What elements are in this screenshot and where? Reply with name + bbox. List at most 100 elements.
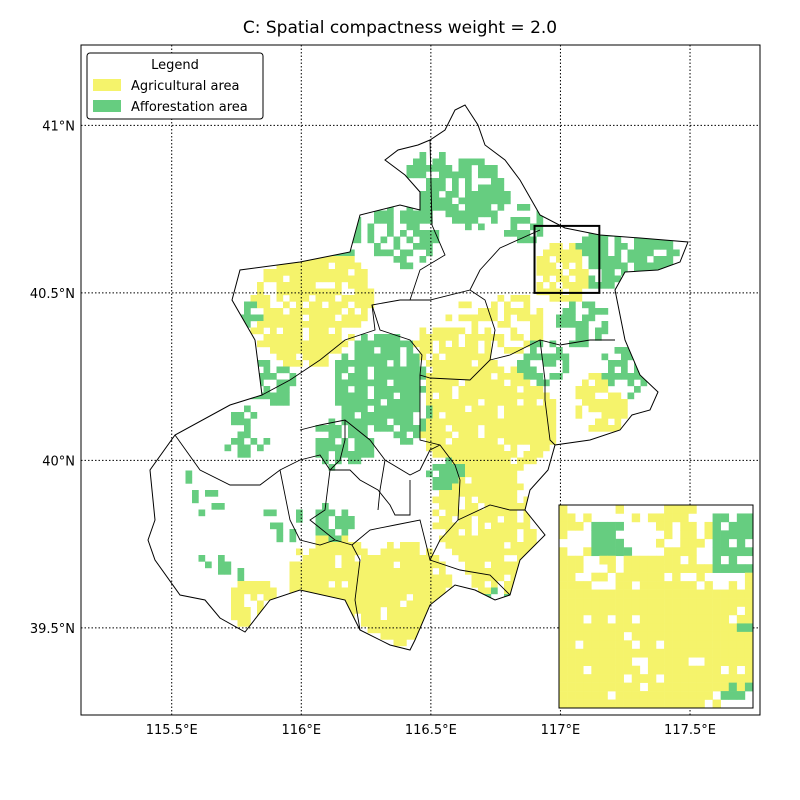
agricultural-cell xyxy=(276,321,284,328)
agricultural-cell xyxy=(556,269,563,276)
agricultural-cell xyxy=(445,392,453,400)
afforestation-cell xyxy=(387,373,394,380)
inset-agricultural-cell xyxy=(712,614,721,624)
y-tick-label: 40°N xyxy=(42,454,75,469)
afforestation-cell xyxy=(393,431,401,439)
inset-agricultural-cell xyxy=(688,699,697,709)
agricultural-cell xyxy=(283,353,290,361)
inset-agricultural-cell xyxy=(623,581,633,590)
inset-agricultural-cell xyxy=(599,589,608,599)
agricultural-cell xyxy=(361,275,368,283)
agricultural-cell xyxy=(419,347,427,354)
agricultural-cell xyxy=(530,431,537,439)
inset-agricultural-cell xyxy=(736,640,746,650)
afforestation-cell xyxy=(575,321,583,328)
afforestation-cell xyxy=(374,243,381,250)
afforestation-cell xyxy=(406,412,414,419)
afforestation-cell xyxy=(445,210,453,218)
afforestation-cell xyxy=(413,360,420,367)
agricultural-cell xyxy=(484,555,492,562)
inset-agricultural-cell xyxy=(639,572,649,582)
agricultural-cell xyxy=(452,444,459,452)
agricultural-cell xyxy=(504,483,511,491)
agricultural-cell xyxy=(556,295,563,302)
inset-agricultural-cell xyxy=(615,665,624,675)
agricultural-cell xyxy=(426,373,433,380)
afforestation-cell xyxy=(465,191,472,198)
inset-agricultural-cell xyxy=(647,581,657,590)
afforestation-cell xyxy=(406,379,414,387)
agricultural-cell xyxy=(510,444,518,452)
agricultural-cell xyxy=(387,542,394,549)
agricultural-cell xyxy=(445,581,453,588)
afforestation-cell xyxy=(276,529,284,536)
afforestation-cell xyxy=(432,178,440,185)
afforestation-cell xyxy=(328,464,336,471)
agricultural-cell xyxy=(335,587,342,595)
inset-agricultural-cell xyxy=(631,699,641,709)
inset-agricultural-cell xyxy=(567,555,576,565)
agricultural-cell xyxy=(270,269,277,276)
inset-agricultural-cell xyxy=(615,699,624,709)
agricultural-cell xyxy=(419,561,427,569)
agricultural-cell xyxy=(400,639,407,647)
agricultural-cell xyxy=(497,464,505,471)
agricultural-cell xyxy=(536,386,544,393)
agricultural-cell xyxy=(328,308,336,315)
afforestation-cell xyxy=(244,314,251,322)
inset-agricultural-cell xyxy=(639,691,649,700)
inset-agricultural-cell xyxy=(704,521,713,531)
agricultural-cell xyxy=(348,587,355,595)
afforestation-cell xyxy=(439,477,446,484)
inset-afforestation-cell xyxy=(736,513,746,523)
inset-agricultural-cell xyxy=(720,631,730,641)
agricultural-cell xyxy=(426,392,433,400)
agricultural-cell xyxy=(465,490,472,497)
inset-agricultural-cell xyxy=(591,623,600,633)
inset-agricultural-cell xyxy=(559,606,568,616)
agricultural-cell xyxy=(445,522,453,530)
inset-agricultural-cell xyxy=(656,555,665,565)
agricultural-cell xyxy=(374,613,381,621)
afforestation-cell xyxy=(244,301,251,309)
agricultural-cell xyxy=(575,275,583,283)
agricultural-cell xyxy=(465,353,472,361)
afforestation-cell xyxy=(335,535,342,543)
agricultural-cell xyxy=(413,555,420,562)
agricultural-cell xyxy=(484,516,492,523)
inset-agricultural-cell xyxy=(664,581,673,590)
afforestation-cell xyxy=(354,425,362,432)
agricultural-cell xyxy=(536,412,544,419)
agricultural-cell xyxy=(556,256,563,263)
inset-agricultural-cell xyxy=(664,657,673,667)
agricultural-cell xyxy=(367,555,375,562)
afforestation-cell xyxy=(491,178,498,185)
agricultural-cell xyxy=(328,256,336,263)
inset-agricultural-cell xyxy=(688,682,697,692)
agricultural-cell xyxy=(302,295,310,302)
afforestation-cell xyxy=(198,555,206,562)
afforestation-cell xyxy=(387,223,394,231)
inset-agricultural-cell xyxy=(696,674,705,683)
agricultural-cell xyxy=(432,418,440,426)
agricultural-cell xyxy=(497,295,505,302)
afforestation-cell xyxy=(322,522,329,530)
agricultural-cell xyxy=(536,314,544,322)
afforestation-cell xyxy=(348,373,355,380)
agricultural-cell xyxy=(276,334,284,341)
agricultural-cell xyxy=(289,314,297,322)
agricultural-cell xyxy=(361,613,368,621)
afforestation-cell xyxy=(315,516,323,523)
agricultural-cell xyxy=(523,308,531,315)
agricultural-cell xyxy=(302,347,310,354)
agricultural-cell xyxy=(439,347,446,354)
agricultural-cell xyxy=(406,620,414,627)
afforestation-cell xyxy=(614,243,622,250)
agricultural-cell xyxy=(478,561,485,569)
afforestation-cell xyxy=(393,334,401,341)
inset-afforestation-cell xyxy=(744,530,754,540)
afforestation-cell xyxy=(419,230,427,237)
inset-agricultural-cell xyxy=(615,674,624,683)
agricultural-cell xyxy=(406,568,414,575)
agricultural-cell xyxy=(328,288,336,296)
